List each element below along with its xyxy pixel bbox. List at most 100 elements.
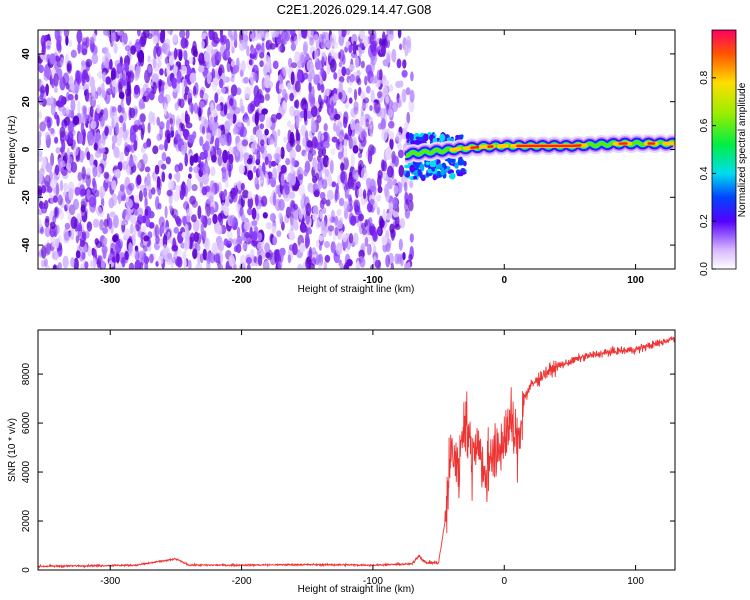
noise-blob xyxy=(320,67,325,78)
noise-blob xyxy=(244,86,252,99)
transition-blob xyxy=(460,134,464,138)
noise-blob xyxy=(144,197,148,210)
noise-blob xyxy=(241,214,246,222)
noise-blob xyxy=(52,214,57,224)
noise-blob xyxy=(377,170,383,180)
noise-blob xyxy=(116,30,124,36)
noise-blob xyxy=(92,166,98,178)
noise-blob xyxy=(74,93,79,101)
noise-blob xyxy=(111,106,117,113)
noise-blob xyxy=(270,113,278,124)
noise-blob xyxy=(62,255,69,269)
noise-blob xyxy=(380,44,386,57)
noise-blob xyxy=(357,152,363,159)
noise-blob xyxy=(189,72,197,84)
noise-blob xyxy=(168,55,175,66)
bottom-x-tick-label: 0 xyxy=(501,576,507,587)
noise-blob xyxy=(296,60,303,69)
noise-blob xyxy=(80,112,85,123)
noise-blob xyxy=(239,254,247,269)
noise-blob xyxy=(275,184,279,194)
noise-blob xyxy=(339,262,344,269)
noise-blob xyxy=(134,259,141,269)
noise-blob xyxy=(388,108,394,118)
noise-blob xyxy=(408,253,413,262)
noise-blob xyxy=(59,130,67,142)
noise-blob xyxy=(265,39,273,51)
noise-blob xyxy=(38,154,43,163)
noise-blob xyxy=(298,173,304,181)
noise-blob xyxy=(62,191,67,198)
noise-blob xyxy=(151,73,159,84)
noise-blob xyxy=(396,58,402,69)
noise-blob xyxy=(42,119,48,127)
transition-blob xyxy=(426,172,430,177)
noise-blob xyxy=(203,119,209,129)
noise-blob xyxy=(111,256,116,263)
noise-blob xyxy=(353,88,358,101)
noise-blob xyxy=(264,128,269,136)
noise-blob xyxy=(288,57,293,68)
noise-blob xyxy=(401,69,408,78)
noise-blob xyxy=(183,79,188,88)
noise-blob xyxy=(198,52,205,65)
colorbar-gradient xyxy=(711,29,737,270)
noise-blob xyxy=(124,45,131,52)
noise-blob xyxy=(264,242,270,253)
noise-blob xyxy=(243,152,249,161)
transition-blob xyxy=(405,171,410,178)
noise-blob xyxy=(229,97,234,107)
noise-blob xyxy=(274,198,282,212)
noise-blob xyxy=(308,263,315,269)
noise-blob xyxy=(122,122,127,133)
noise-blob xyxy=(59,106,66,117)
noise-blob xyxy=(179,189,185,201)
noise-blob xyxy=(334,113,341,120)
noise-blob xyxy=(219,30,223,39)
noise-blob xyxy=(180,144,187,156)
noise-blob xyxy=(60,57,65,67)
noise-blob xyxy=(178,48,183,57)
noise-blob xyxy=(388,121,395,129)
noise-blob xyxy=(297,30,302,42)
noise-blob xyxy=(317,160,323,172)
noise-blob xyxy=(365,85,371,94)
noise-blob xyxy=(82,231,87,243)
transition-blob xyxy=(417,169,422,177)
noise-blob xyxy=(355,172,359,180)
bottom-y-tick-label: 4000 xyxy=(21,460,32,483)
noise-blob xyxy=(292,242,298,256)
noise-blob xyxy=(302,226,309,233)
noise-blob xyxy=(270,160,277,167)
noise-blob xyxy=(284,185,290,196)
noise-blob xyxy=(254,194,259,207)
noise-blob xyxy=(235,135,240,144)
noise-blob xyxy=(261,108,269,115)
noise-blob xyxy=(181,65,188,75)
noise-blob xyxy=(147,55,151,63)
noise-blob xyxy=(290,173,297,186)
noise-blob xyxy=(235,203,241,212)
top-x-tick-label: -100 xyxy=(363,275,383,286)
noise-blob xyxy=(151,187,156,195)
noise-blob xyxy=(269,195,274,204)
noise-blob xyxy=(76,30,83,44)
noise-blob xyxy=(81,74,86,87)
noise-blob xyxy=(184,39,189,48)
noise-blob xyxy=(397,141,402,150)
noise-blob xyxy=(75,234,80,244)
noise-blob xyxy=(301,30,308,39)
noise-blob xyxy=(329,58,337,73)
noise-blob xyxy=(337,121,343,128)
noise-blob xyxy=(38,130,42,139)
noise-blob xyxy=(370,40,377,53)
noise-blob xyxy=(392,196,398,209)
noise-blob xyxy=(128,262,135,269)
noise-blob xyxy=(362,189,367,200)
noise-blob xyxy=(183,92,188,101)
noise-blob xyxy=(115,122,120,136)
noise-blob xyxy=(283,194,291,202)
noise-blob xyxy=(130,45,137,55)
bottom-x-tick-label: -300 xyxy=(100,576,120,587)
noise-blob xyxy=(66,91,70,102)
